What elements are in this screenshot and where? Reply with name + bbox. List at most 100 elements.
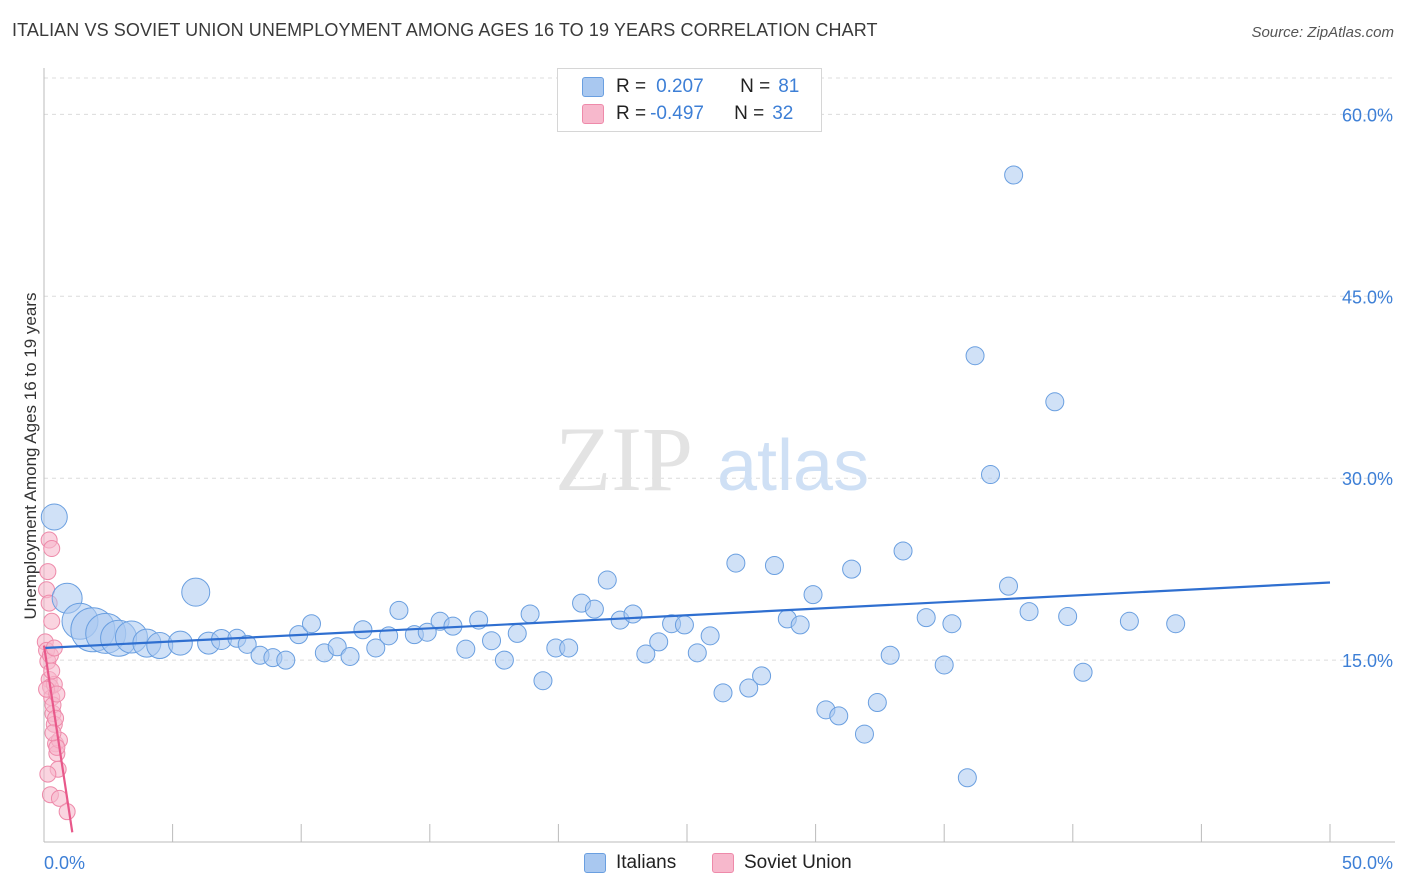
italian-point	[916, 608, 936, 628]
legend-n-value: 32	[772, 103, 794, 124]
italian-point	[867, 693, 887, 713]
italian-point	[842, 559, 862, 579]
soviet-points	[36, 531, 76, 821]
legend-box: R = 0.207 N = 81 R = -0.497 N = 32	[557, 68, 822, 132]
italian-point	[893, 541, 913, 561]
italian-point	[533, 671, 553, 691]
grid-lines	[44, 77, 1395, 661]
italians-trend-line	[43, 581, 1331, 650]
italian-point	[803, 585, 823, 605]
legend-swatch-blue	[582, 77, 604, 97]
legend-swatch-pink	[582, 104, 604, 124]
legend-item-italians[interactable]: Italians	[584, 852, 676, 874]
italian-point	[340, 646, 360, 666]
italian-point	[597, 570, 617, 590]
italian-point	[353, 620, 373, 640]
italian-point	[1004, 165, 1024, 185]
soviet-point	[58, 803, 76, 821]
italian-point	[957, 768, 977, 788]
italian-point	[1019, 602, 1039, 622]
italian-point	[1045, 392, 1065, 412]
source-label: Source: ZipAtlas.com	[1251, 24, 1394, 41]
soviet-trend-line	[42, 645, 74, 833]
italian-point	[700, 626, 720, 646]
italian-point	[880, 645, 900, 665]
soviet-point	[48, 738, 66, 756]
watermark-zip: ZIP	[555, 408, 693, 510]
legend-r-label: R =	[616, 76, 647, 97]
italian-point	[520, 604, 540, 624]
italian-point	[456, 639, 476, 659]
italian-point	[1119, 611, 1139, 631]
legend-row-italians: R = 0.207 N = 81	[582, 75, 799, 99]
y-tick-label: 30.0%	[1342, 469, 1393, 489]
y-tick-label: 15.0%	[1342, 651, 1393, 671]
soviet-label: Soviet Union	[744, 852, 852, 873]
italian-point	[934, 655, 954, 675]
italian-point	[942, 614, 962, 634]
italian-point	[764, 556, 784, 576]
italian-point	[482, 631, 502, 651]
italian-point	[980, 465, 1000, 485]
italian-point	[366, 638, 386, 658]
italian-point	[1058, 606, 1078, 626]
italians-swatch	[584, 853, 606, 873]
tick-labels: 15.0% 30.0% 45.0% 60.0% 0.0% 50.0%	[44, 105, 1393, 873]
y-tick-label: 45.0%	[1342, 287, 1393, 307]
italian-point	[40, 503, 68, 531]
italian-point	[752, 666, 772, 686]
italian-point	[301, 614, 321, 634]
italian-point	[494, 650, 514, 670]
x-tick-label: 50.0%	[1342, 853, 1393, 873]
italian-point	[674, 615, 694, 635]
italian-point	[649, 632, 669, 652]
italian-point	[181, 577, 211, 607]
italian-point	[584, 599, 604, 619]
watermark-atlas: atlas	[717, 426, 869, 506]
bottom-legend: Italians Soviet Union	[0, 852, 1406, 878]
italian-point	[726, 553, 746, 573]
italian-point	[687, 643, 707, 663]
chart-title: ITALIAN VS SOVIET UNION UNEMPLOYMENT AMO…	[12, 20, 878, 40]
italian-point	[739, 678, 759, 698]
soviet-swatch	[712, 853, 734, 873]
soviet-point	[43, 540, 61, 558]
y-axis-label: Unemployment Among Ages 16 to 19 years	[21, 293, 40, 620]
italian-point	[167, 630, 193, 656]
italian-point	[999, 576, 1018, 596]
legend-r-value: 0.207	[656, 76, 704, 97]
italian-points	[40, 165, 1186, 788]
italians-label: Italians	[616, 852, 677, 873]
italian-point	[1073, 662, 1093, 682]
italian-point	[713, 683, 733, 703]
soviet-point	[39, 563, 57, 581]
y-tick-label: 60.0%	[1342, 105, 1393, 125]
italian-point	[507, 623, 527, 643]
legend-r-value: -0.497	[650, 103, 704, 124]
legend-n-label: N =	[734, 103, 765, 124]
italian-point	[389, 600, 409, 620]
legend-r-label: R =	[616, 103, 647, 124]
axes	[43, 68, 1395, 843]
trend-lines	[42, 581, 1331, 833]
italian-point	[1166, 614, 1186, 634]
italian-point	[790, 615, 810, 635]
x-tick-label: 0.0%	[44, 853, 85, 873]
italian-point	[829, 706, 849, 726]
soviet-point	[43, 612, 61, 630]
italian-point	[559, 638, 579, 658]
legend-n-value: 81	[778, 76, 800, 97]
watermark: ZIP atlas	[555, 408, 869, 510]
italian-point	[237, 634, 257, 654]
italian-point	[623, 604, 643, 624]
italian-point	[636, 644, 656, 664]
italian-point	[276, 650, 296, 670]
italian-point	[965, 346, 985, 366]
soviet-point	[39, 765, 57, 783]
italian-point	[854, 724, 874, 744]
legend-n-label: N =	[740, 76, 771, 97]
legend-row-soviet: R = -0.497 N = 32	[582, 102, 793, 126]
legend-item-soviet[interactable]: Soviet Union	[712, 852, 852, 874]
italian-point	[327, 637, 347, 657]
